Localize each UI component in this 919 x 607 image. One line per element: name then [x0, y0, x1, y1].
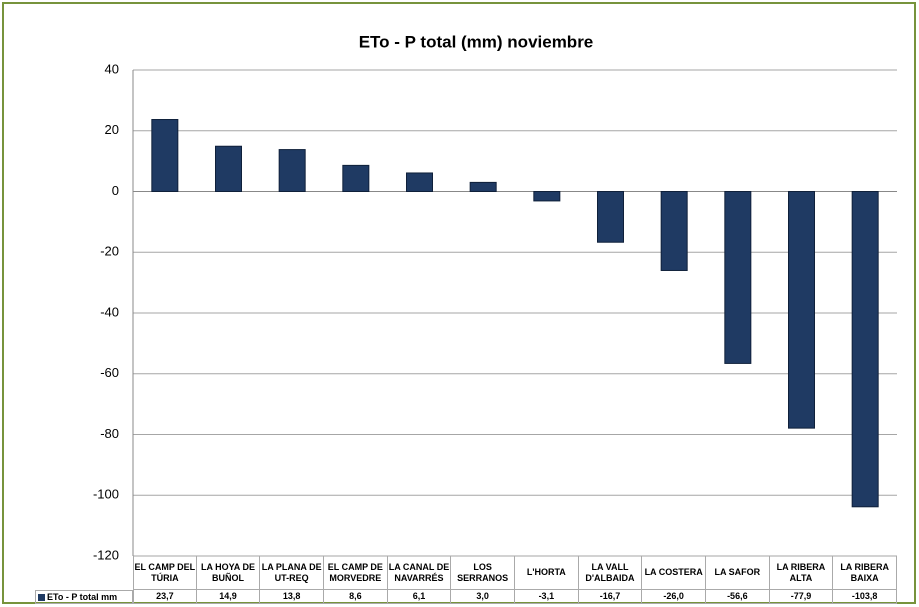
value-cell: -103,8 [833, 590, 897, 604]
value-cell: -16,7 [578, 590, 643, 604]
category-cell: LA CANAL DE NAVARRÉS [387, 556, 452, 590]
category-cell: LA RIBERA ALTA [769, 556, 834, 590]
bar [724, 191, 752, 364]
bar [469, 181, 497, 192]
value-cell: 13,8 [260, 590, 324, 604]
chart-title: ETo - P total (mm) noviembre [359, 32, 594, 51]
bar [215, 145, 242, 193]
value-cell: -3,1 [515, 590, 579, 604]
bar [597, 191, 624, 243]
value-cell: -77,9 [769, 590, 834, 604]
y-tick-label: -80 [100, 426, 119, 441]
category-cell: LA SAFOR [706, 556, 770, 590]
category-cell: LA PLANA DE UT-REQ [260, 556, 324, 590]
value-cell: -26,0 [642, 590, 706, 604]
legend-key [38, 593, 45, 601]
value-cell: 3,0 [451, 590, 515, 604]
value-cell: 14,9 [196, 590, 261, 604]
bar [406, 172, 433, 193]
y-tick-label: 20 [105, 122, 119, 137]
legend-label: ETo - P total mm [47, 591, 118, 602]
value-cell: 23,7 [133, 590, 197, 604]
value-cell: -56,6 [706, 590, 770, 604]
category-cell: LA VALL D'ALBAIDA [578, 556, 643, 590]
bar [533, 191, 561, 202]
category-cell: EL CAMP DE MORVEDRE [324, 556, 388, 590]
value-cell: 6,1 [387, 590, 452, 604]
category-cell: L'HORTA [515, 556, 579, 590]
y-tick-label: -20 [100, 244, 119, 259]
y-tick-label: -40 [100, 304, 119, 319]
category-cell: LOS SERRANOS [451, 556, 515, 590]
category-cell: LA RIBERA BAIXA [833, 556, 897, 590]
category-cell: LA HOYA DE BUÑOL [196, 556, 261, 590]
y-tick-label: -120 [93, 547, 119, 562]
y-tick-label: -100 [93, 487, 119, 502]
bar [788, 191, 815, 429]
value-cell: 8,6 [324, 590, 388, 604]
bar [660, 191, 688, 271]
y-tick-label: -60 [100, 365, 119, 380]
legend-cell: ETo - P total mm [35, 590, 133, 604]
category-cell: EL CAMP DEL TÚRIA [133, 556, 197, 590]
y-tick-label: 40 [105, 61, 119, 76]
bar [342, 164, 370, 193]
category-cell: LA COSTERA [642, 556, 706, 590]
y-tick-label: 0 [112, 183, 119, 198]
bar [278, 149, 306, 193]
bar [151, 119, 179, 192]
bar [851, 191, 879, 508]
